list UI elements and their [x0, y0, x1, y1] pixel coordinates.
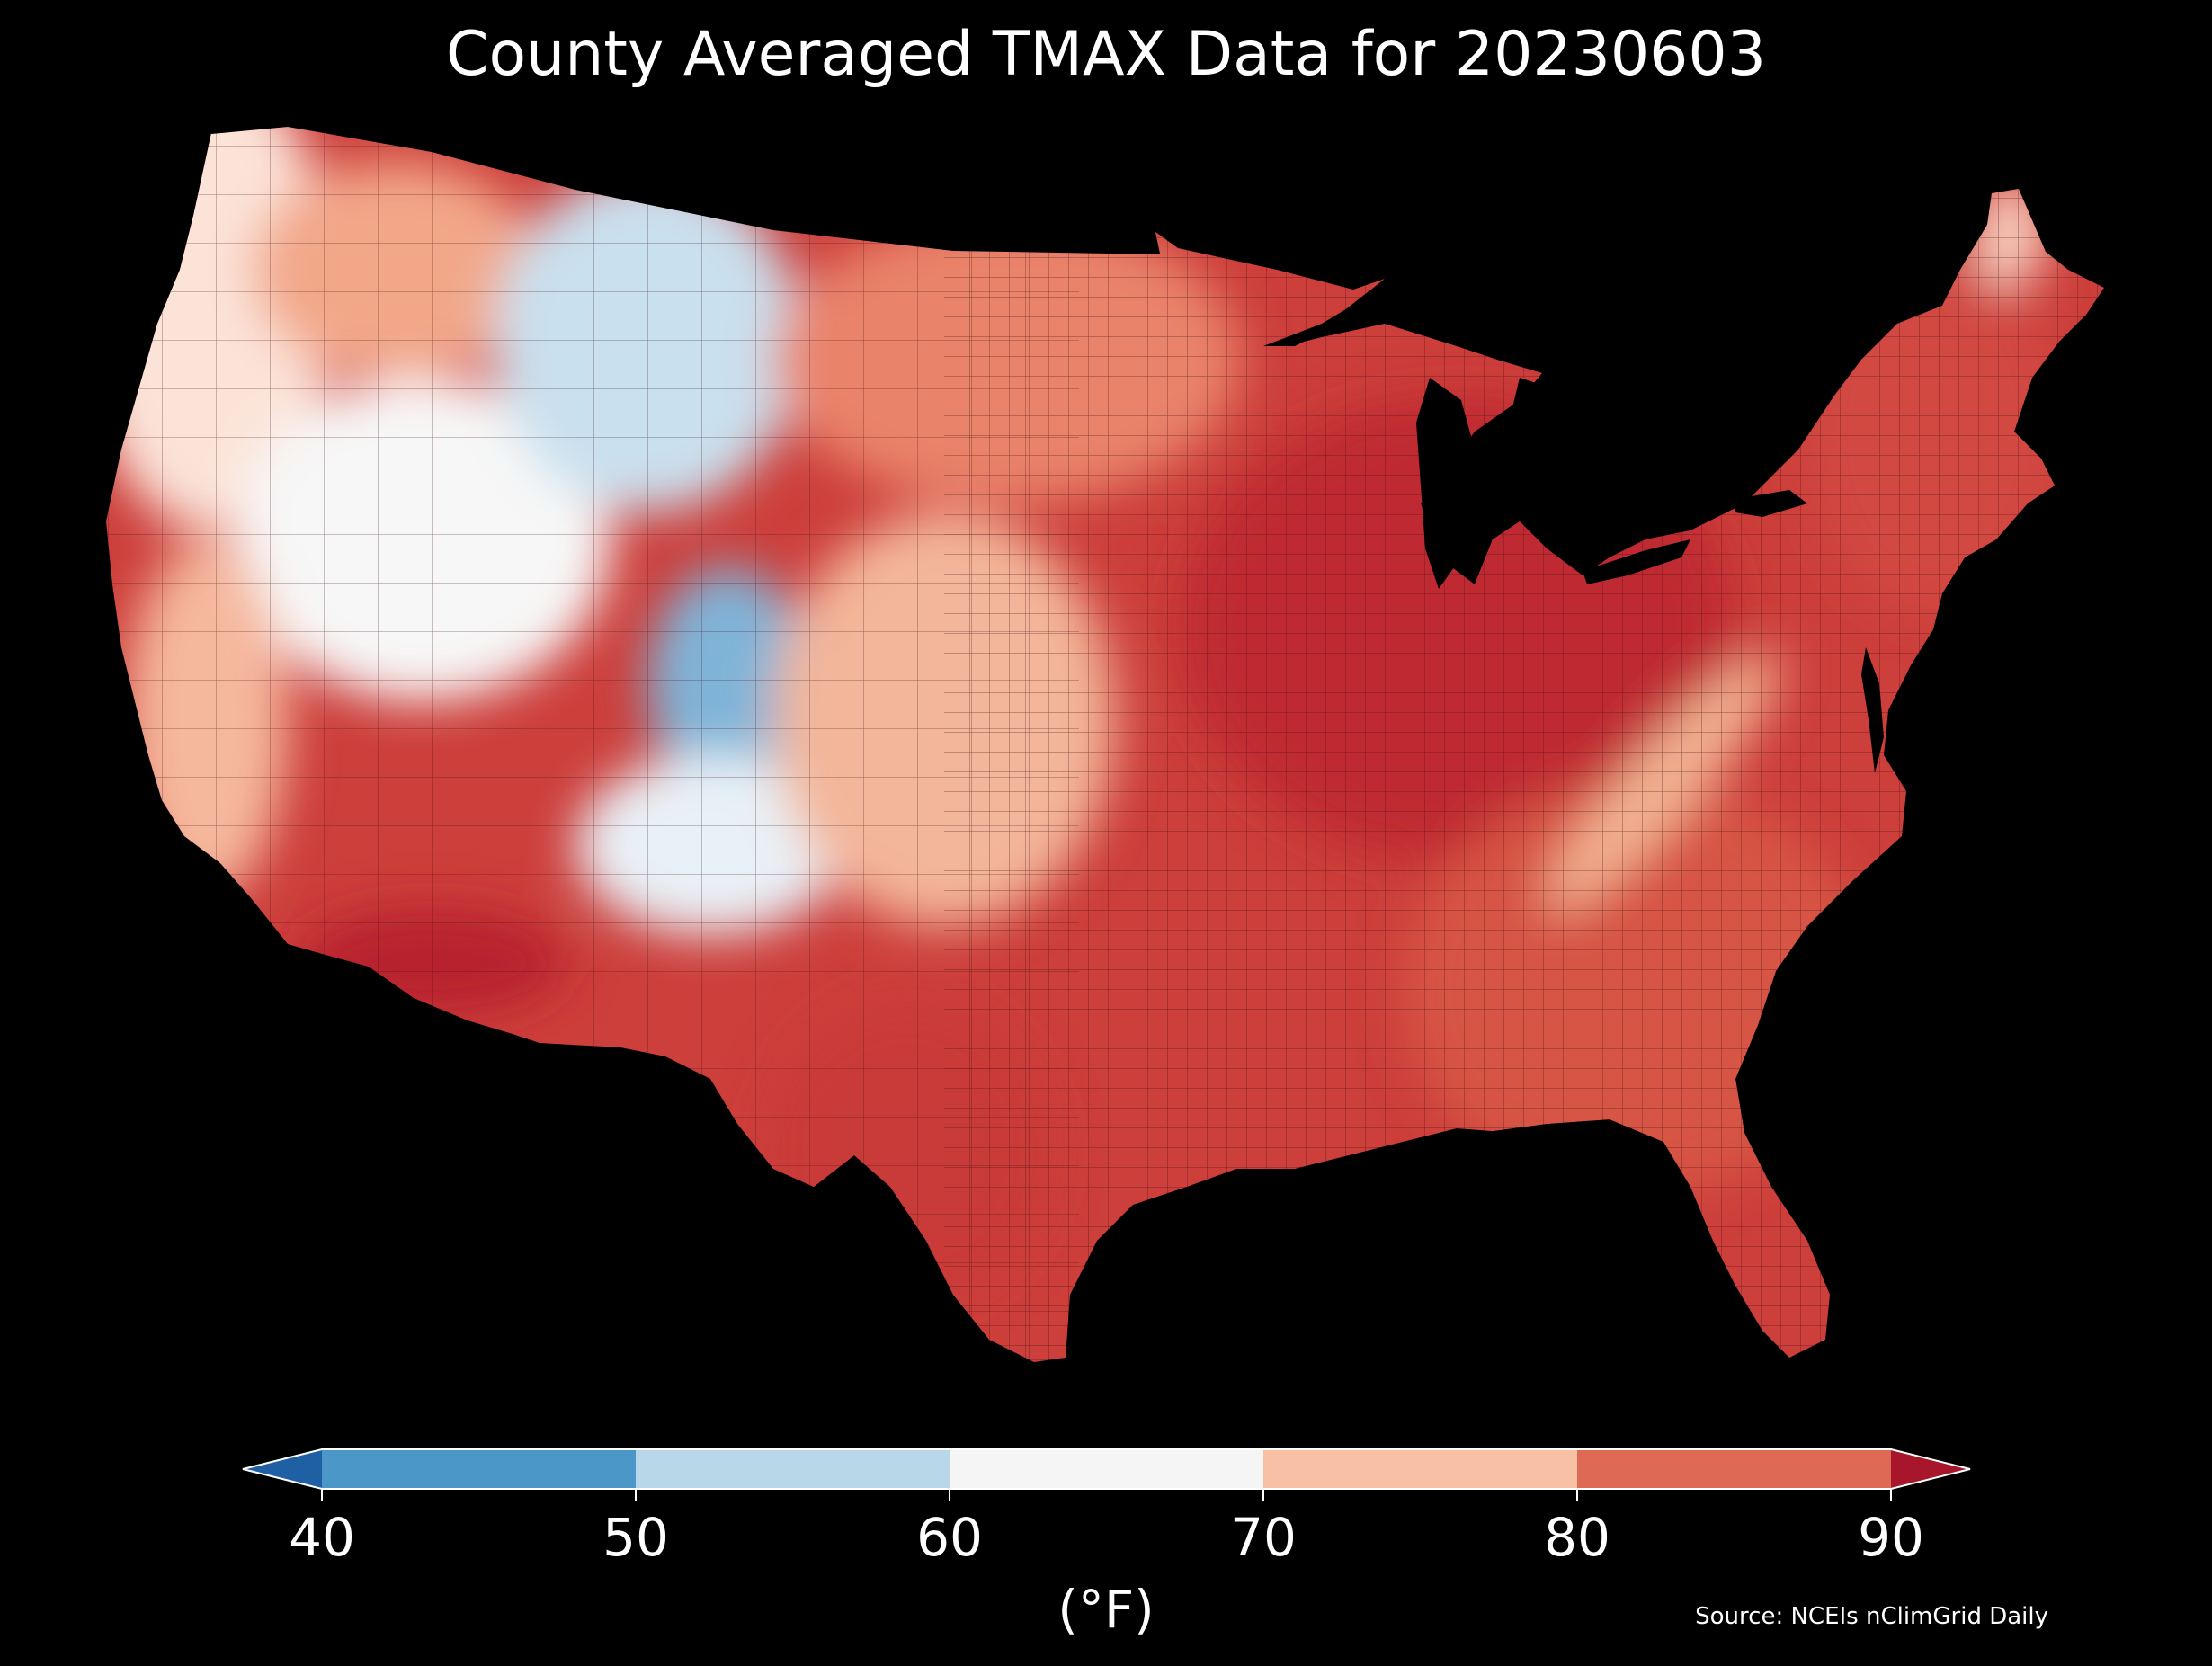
lake-erie — [1583, 539, 1690, 584]
lake-huron — [1509, 378, 1556, 450]
colorbar-bin-0 — [322, 1449, 636, 1489]
colorbar-tick-label: 70 — [1230, 1507, 1297, 1568]
colorbar-tick-label: 40 — [289, 1507, 355, 1568]
eastern-county-lines — [944, 126, 2104, 1362]
lake-michigan — [1416, 378, 1479, 589]
us-outline — [210, 124, 1161, 254]
map-title: County Averaged TMAX Data for 20230603 — [446, 19, 1766, 90]
colorbar — [242, 1448, 1971, 1501]
colorbar-bin-4 — [1577, 1449, 1891, 1489]
source-label: Source: NCEIs nClimGrid Daily — [1695, 1603, 2048, 1630]
colorbar-under-arrow — [243, 1449, 322, 1489]
colorbar-tick-label: 80 — [1544, 1507, 1610, 1568]
western-county-lines — [106, 126, 1079, 1362]
colorbar-over-arrow — [1891, 1449, 1970, 1489]
colorbar-bin-2 — [950, 1449, 1263, 1489]
colorbar-tick-label: 50 — [602, 1507, 669, 1568]
chesapeake-bay — [1861, 647, 1884, 773]
colorbar-bin-1 — [636, 1449, 950, 1489]
conus-map — [106, 126, 2104, 1362]
lake-ontario — [1735, 490, 1807, 517]
colorbar-tick-label: 90 — [1858, 1507, 1924, 1568]
colorbar-tick-label: 60 — [916, 1507, 983, 1568]
colorbar-unit-label: (°F) — [1057, 1579, 1155, 1640]
lake-superior — [1263, 288, 1389, 346]
colorbar-bin-3 — [1263, 1449, 1577, 1489]
